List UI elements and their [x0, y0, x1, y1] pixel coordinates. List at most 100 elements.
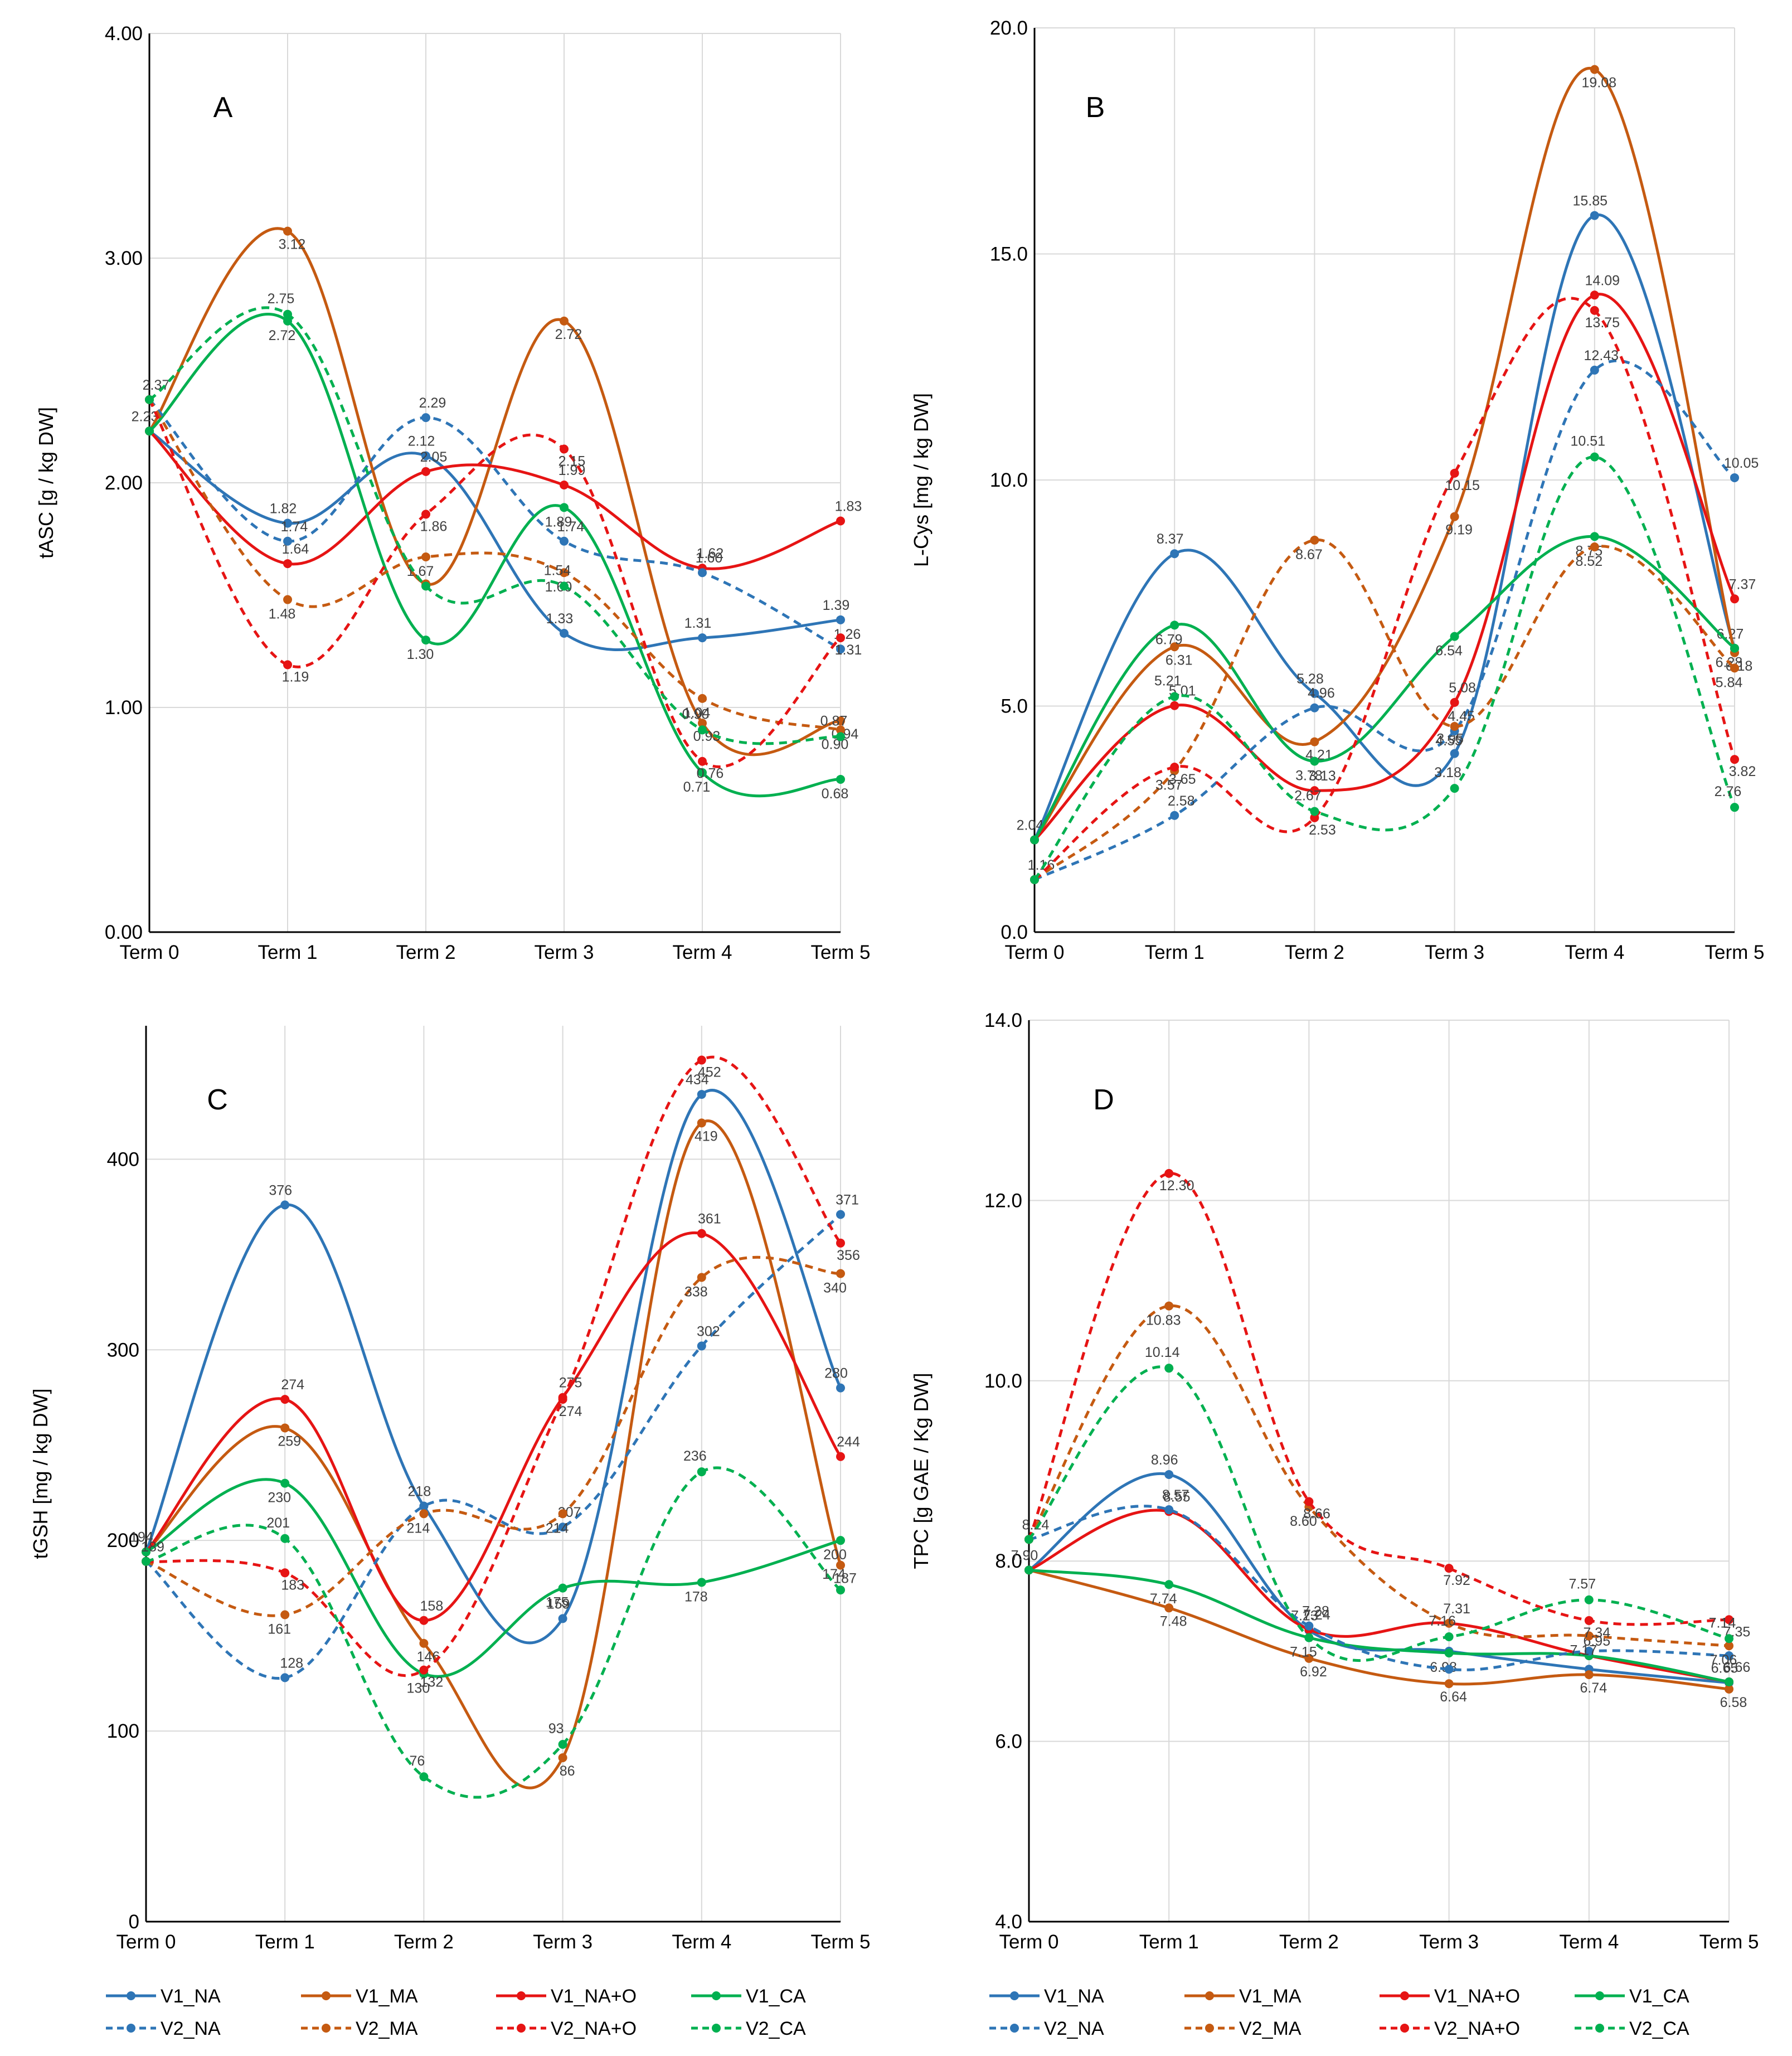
legend-marker	[1010, 1991, 1019, 2000]
data-point-V1_MA	[1584, 1670, 1594, 1679]
series-line-V1_NA	[1028, 1472, 1730, 1684]
data-label: 8.67	[1295, 547, 1323, 563]
panel-c-chart: 0 100 200 300 400 Term 0 Term 1 Term 2 Term 3 Ter…	[29, 1026, 870, 1953]
data-point-V1_NA	[1590, 211, 1599, 220]
data-label: 3.13	[1309, 768, 1336, 784]
data-point-V2_CA	[836, 1585, 845, 1595]
y-tick-label: 2.00	[105, 472, 143, 494]
data-label: 10.83	[1146, 1313, 1181, 1328]
legend-label: V2_NA	[161, 2018, 221, 2039]
x-tick-label: Term 4	[673, 942, 732, 963]
data-point-V2_CA	[1310, 807, 1319, 816]
data-point-V2_NA	[1164, 1505, 1174, 1515]
legend-marker	[322, 1991, 331, 2000]
data-point-V2_CA	[419, 1772, 429, 1782]
data-label: 187	[833, 1571, 857, 1587]
series-line-V2_NA	[1028, 1505, 1730, 1671]
data-label: 3.82	[1729, 764, 1756, 779]
legend-marker	[712, 2024, 721, 2033]
data-point-V2_CA	[698, 725, 707, 735]
data-label: 76	[409, 1753, 425, 1769]
data-point-V1_NA+O	[283, 559, 292, 569]
data-label: 8.60	[1290, 1514, 1317, 1529]
legend-marker	[1205, 1991, 1214, 2000]
data-point-V2_NA	[283, 536, 292, 546]
data-point-V2_NA	[698, 568, 707, 578]
data-point-V2_CA	[836, 732, 845, 741]
series-line-V1_NA+O	[1033, 293, 1736, 841]
data-point-V1_NA+O	[1170, 701, 1179, 710]
data-label: 2.76	[1715, 784, 1742, 799]
data-label: 15.85	[1573, 193, 1608, 209]
data-point-V2_NA+O	[280, 1568, 290, 1578]
data-label: 130	[407, 1681, 430, 1696]
y-tick-label: 0.0	[1001, 922, 1028, 943]
data-label: 7.31	[1443, 1601, 1470, 1617]
data-label: 194	[130, 1530, 153, 1545]
y-tick-label: 0.00	[105, 922, 143, 943]
data-point-V1_NA+O	[1730, 594, 1739, 604]
data-point-V2_CA	[1024, 1535, 1033, 1544]
data-label: 2.29	[419, 395, 446, 411]
y-axis-title: L-Cys [mg / kg DW]	[910, 393, 933, 567]
data-point-V2_NA	[697, 1341, 706, 1351]
data-point-V2_MA	[558, 1509, 567, 1519]
data-point-V2_NA	[280, 1673, 290, 1682]
data-point-V1_MA	[1310, 737, 1319, 746]
data-label: 7.17	[1570, 1642, 1597, 1658]
x-tick-label: Term 3	[533, 1931, 593, 1953]
data-label: 3.18	[1434, 765, 1461, 780]
series-line-V1_NA	[148, 430, 841, 651]
legend-label: V1_NA+O	[1434, 1986, 1520, 2007]
data-label: 8.66	[1303, 1506, 1330, 1521]
data-point-V1_NA	[280, 1200, 290, 1210]
legend-marker	[1010, 2024, 1019, 2033]
legend-marker	[322, 2024, 331, 2033]
data-label: 7.92	[1443, 1573, 1470, 1588]
x-tick-label: Term 2	[396, 942, 456, 963]
data-point-V2_MA	[836, 725, 845, 735]
data-point-V2_NA+O	[1164, 1168, 1174, 1178]
series-line-V2_MA	[1033, 539, 1736, 881]
data-label: 1.89	[545, 514, 572, 530]
y-tick-label: 3.00	[105, 248, 143, 269]
data-label: 5.21	[1154, 673, 1182, 688]
x-tick-label: Term 0	[999, 1931, 1059, 1953]
data-point-V1_CA	[1590, 532, 1599, 541]
data-point-V2_CA	[280, 1534, 290, 1543]
data-label: 0.71	[683, 779, 711, 795]
legend-label: V2_MA	[356, 2018, 418, 2039]
x-tick-label: Term 1	[1145, 942, 1205, 963]
legend-marker	[127, 2024, 135, 2033]
data-point-V1_NA+O	[1450, 698, 1459, 707]
data-point-V2_CA	[283, 309, 292, 319]
data-point-V2_NA+O	[1310, 813, 1319, 822]
data-label: 1.82	[270, 501, 297, 517]
data-label: 2.37	[143, 377, 170, 393]
data-label: 2.75	[268, 291, 295, 307]
data-point-V1_NA	[698, 633, 707, 643]
data-label: 8.96	[1151, 1452, 1178, 1468]
data-label: 6.18	[1726, 658, 1753, 674]
legend-label: V2_MA	[1239, 2018, 1301, 2039]
data-label: 340	[823, 1280, 847, 1296]
data-label: 1.31	[835, 642, 862, 658]
data-point-V2_NA+O	[1444, 1564, 1454, 1573]
data-point-V2_NA	[1730, 473, 1739, 482]
data-label: 5.28	[1296, 671, 1324, 687]
data-label: 2.15	[559, 454, 586, 469]
data-point-V2_NA+O	[283, 660, 292, 670]
data-point-V2_NA+O	[1725, 1615, 1733, 1625]
data-label: 274	[559, 1404, 582, 1419]
data-label: 2.53	[1309, 822, 1336, 838]
panel-letter: B	[1086, 91, 1105, 124]
data-label: 1.74	[281, 519, 308, 535]
data-label: 10.05	[1724, 455, 1759, 471]
data-point-V1_NA	[836, 615, 845, 624]
data-label: 8.52	[1575, 554, 1602, 569]
data-label: 1.60	[696, 550, 723, 566]
data-point-V2_MA	[1450, 721, 1459, 731]
y-tick-label: 1.00	[105, 697, 143, 719]
data-label: 3.57	[1155, 777, 1183, 793]
data-label: 5.08	[1449, 680, 1476, 696]
